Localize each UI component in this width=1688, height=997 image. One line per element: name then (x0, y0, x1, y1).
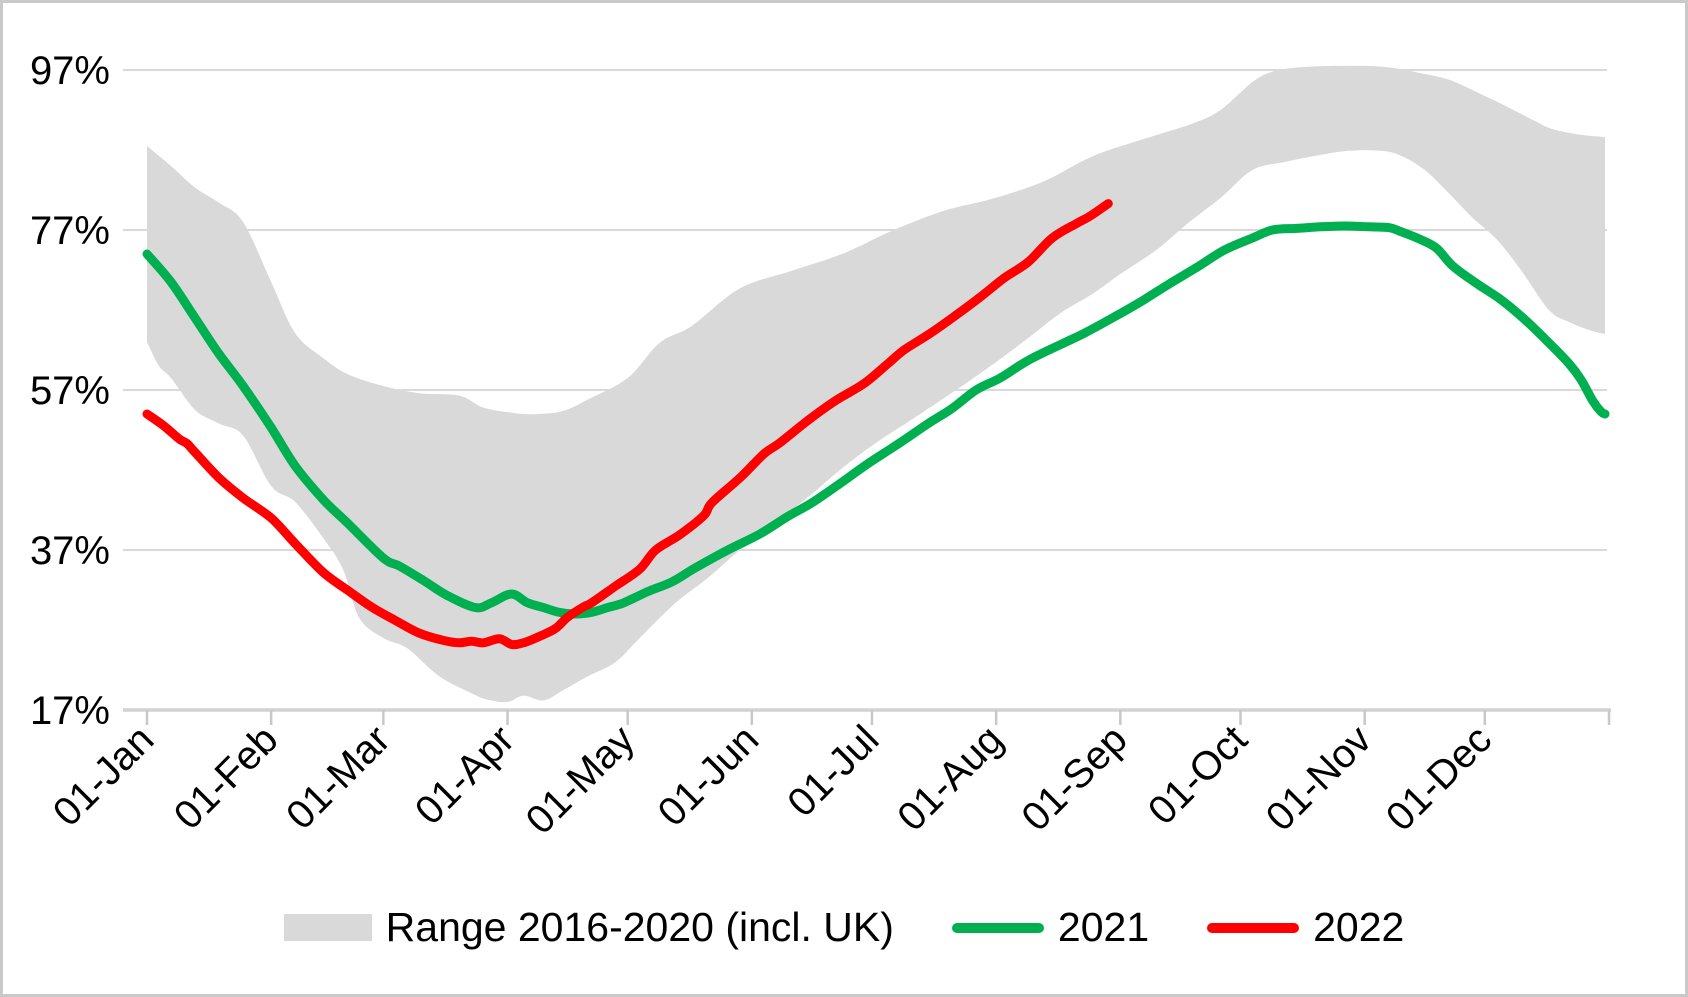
legend-swatch-2022-line (1207, 922, 1300, 933)
legend-swatch-2021-line (951, 922, 1044, 933)
legend-label-range: Range 2016-2020 (incl. UK) (385, 904, 894, 950)
range-band-area (147, 65, 1605, 703)
legend-swatch-range-band (283, 914, 372, 941)
x-axis-label: 01-Dec (1378, 717, 1500, 839)
y-axis-label: 97% (30, 49, 110, 93)
x-axis (123, 708, 1611, 725)
legend: Range 2016-2020 (incl. UK) 2021 2022 (3, 904, 1685, 951)
legend-item-2022: 2022 (1207, 904, 1404, 951)
x-axis-label: 01-Feb (166, 717, 287, 838)
x-axis-label: 01-Oct (1140, 717, 1256, 833)
range-band (147, 65, 1605, 703)
y-axis-label: 57% (30, 369, 110, 413)
x-axis-label: 01-Sep (1013, 717, 1135, 839)
x-axis-label: 01-Jun (650, 717, 768, 835)
x-axis-label: 01-Aug (889, 717, 1011, 839)
x-axis-label: 01-May (518, 717, 643, 842)
legend-label-2021: 2021 (1057, 904, 1150, 950)
legend-item-range: Range 2016-2020 (incl. UK) (283, 904, 894, 951)
x-axis-label: 01-Nov (1258, 717, 1380, 839)
y-axis-label: 77% (30, 209, 110, 253)
x-axis-label: 01-Jan (45, 717, 163, 835)
legend-item-2021: 2021 (951, 904, 1150, 951)
series-2021-line (142, 221, 1610, 619)
x-axis-label: 01-Jul (779, 717, 887, 825)
y-axis-label: 17% (30, 689, 110, 733)
series-2022-line (142, 199, 1113, 650)
x-axis-label: 01-Apr (407, 717, 523, 833)
legend-label-2022: 2022 (1313, 904, 1405, 950)
data-series-lines (142, 199, 1610, 650)
x-axis-label: 01-Mar (278, 717, 399, 838)
y-axis-label: 37% (30, 529, 110, 573)
y-axis-labels: 97% 77% 57% 37% 17% (30, 49, 110, 733)
